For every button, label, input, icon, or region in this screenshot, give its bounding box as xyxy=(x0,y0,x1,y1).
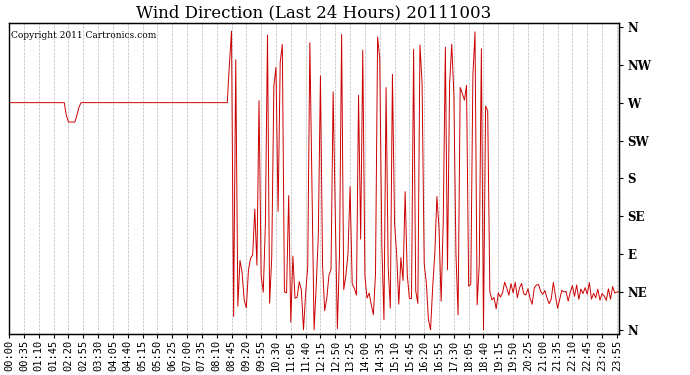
Text: Copyright 2011 Cartronics.com: Copyright 2011 Cartronics.com xyxy=(11,30,157,39)
Title: Wind Direction (Last 24 Hours) 20111003: Wind Direction (Last 24 Hours) 20111003 xyxy=(137,4,492,21)
